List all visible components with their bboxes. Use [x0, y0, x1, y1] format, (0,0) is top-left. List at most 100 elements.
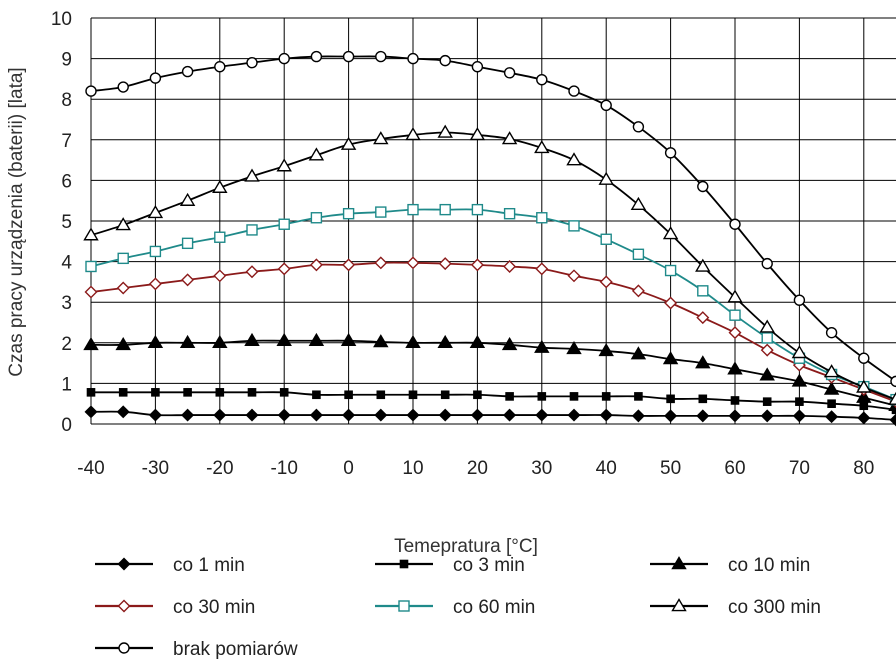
- data-point: [373, 131, 389, 145]
- legend-marker: [399, 559, 409, 569]
- legend-marker: [671, 556, 687, 570]
- data-point: [276, 332, 292, 347]
- x-tick-label: 70: [789, 458, 810, 479]
- data-point: [666, 394, 675, 404]
- data-point: [276, 158, 292, 172]
- data-point: [760, 409, 774, 423]
- data-point: [889, 413, 896, 427]
- legend-item: co 10 min: [650, 555, 810, 576]
- data-point: [278, 52, 290, 65]
- data-point: [179, 192, 196, 206]
- data-point: [213, 269, 227, 283]
- data-point: [791, 373, 808, 387]
- data-point: [634, 392, 643, 401]
- data-point: [857, 411, 871, 425]
- legend-label: co 300 min: [728, 597, 821, 618]
- data-point: [181, 65, 194, 78]
- x-tick-labels: -40 -30 -20 -10 0 10 20 30 40 50 60 70 80: [77, 458, 874, 479]
- y-tick-label: 7: [61, 131, 72, 152]
- data-point: [792, 409, 806, 423]
- data-point: [342, 258, 356, 272]
- legend-label: brak pomiarów: [173, 639, 298, 660]
- data-point: [698, 394, 708, 404]
- data-point: [115, 217, 131, 231]
- data-point: [470, 408, 484, 422]
- data-point: [245, 265, 259, 279]
- data-point: [761, 257, 773, 270]
- data-point: [214, 231, 226, 243]
- x-tick-label: 50: [660, 458, 681, 479]
- data-point: [473, 390, 482, 400]
- data-point: [729, 218, 741, 230]
- data-point: [181, 408, 195, 422]
- data-point: [535, 262, 549, 276]
- data-point: [795, 397, 804, 406]
- data-point: [759, 367, 775, 381]
- y-tick-label: 2: [61, 334, 72, 355]
- data-point: [85, 260, 97, 273]
- data-point: [568, 85, 580, 97]
- data-point: [599, 275, 613, 289]
- data-point: [827, 399, 836, 409]
- legend-marker: [117, 599, 131, 613]
- data-point: [116, 405, 130, 419]
- data-point: [149, 245, 162, 258]
- legend-marker: [118, 642, 130, 654]
- y-tick-labels: 0 1 2 3 4 5 6 7 8 9 10: [51, 9, 73, 436]
- series-line: [90, 208, 896, 401]
- legend-item: co 30 min: [95, 597, 255, 618]
- data-point: [405, 334, 421, 349]
- data-point: [115, 336, 131, 351]
- data-point: [759, 319, 775, 333]
- y-tick-label: 8: [61, 90, 72, 111]
- data-point: [823, 381, 840, 395]
- data-point: [730, 396, 740, 405]
- data-point: [537, 392, 547, 401]
- data-point: [534, 339, 550, 353]
- data-point: [631, 409, 645, 423]
- data-point: [567, 269, 581, 283]
- data-point: [761, 332, 773, 344]
- legend-label: co 1 min: [173, 555, 245, 576]
- series-co-1-min: [84, 405, 896, 427]
- data-point: [825, 326, 838, 339]
- legend-item: co 3 min: [375, 555, 525, 576]
- x-tick-label: 0: [343, 458, 354, 479]
- data-point: [471, 61, 484, 73]
- data-point: [503, 259, 517, 273]
- data-point: [664, 147, 677, 159]
- data-point: [277, 262, 291, 276]
- data-point: [83, 336, 99, 351]
- data-point: [469, 127, 486, 141]
- data-point: [151, 388, 160, 397]
- y-axis-label: Czas pracy urządzenia (baterii) [lata]: [6, 67, 27, 376]
- data-point: [406, 408, 420, 422]
- data-point: [438, 408, 452, 422]
- data-point: [246, 56, 258, 69]
- data-point: [600, 233, 612, 245]
- data-point: [791, 345, 808, 359]
- data-point: [84, 405, 98, 419]
- data-point: [505, 392, 514, 401]
- x-tick-label: 30: [531, 458, 552, 479]
- data-point: [340, 332, 357, 347]
- data-point: [888, 391, 896, 405]
- data-point: [440, 390, 450, 400]
- legend: co 1 min co 3 min co 10 min co 30 min co 60 …: [95, 555, 821, 660]
- data-point: [215, 388, 225, 397]
- y-tick-label: 3: [61, 293, 72, 314]
- data-point: [662, 351, 679, 365]
- y-tick-label: 1: [61, 374, 72, 395]
- data-point: [664, 409, 678, 423]
- legend-item: co 300 min: [650, 597, 821, 618]
- data-point: [342, 207, 355, 220]
- data-point: [309, 408, 323, 422]
- data-point: [405, 127, 421, 141]
- data-point: [148, 408, 162, 422]
- data-point: [697, 285, 709, 297]
- data-point: [374, 256, 388, 270]
- data-point: [439, 54, 451, 67]
- data-point: [662, 226, 679, 240]
- data-point: [340, 136, 357, 150]
- data-point: [471, 203, 484, 216]
